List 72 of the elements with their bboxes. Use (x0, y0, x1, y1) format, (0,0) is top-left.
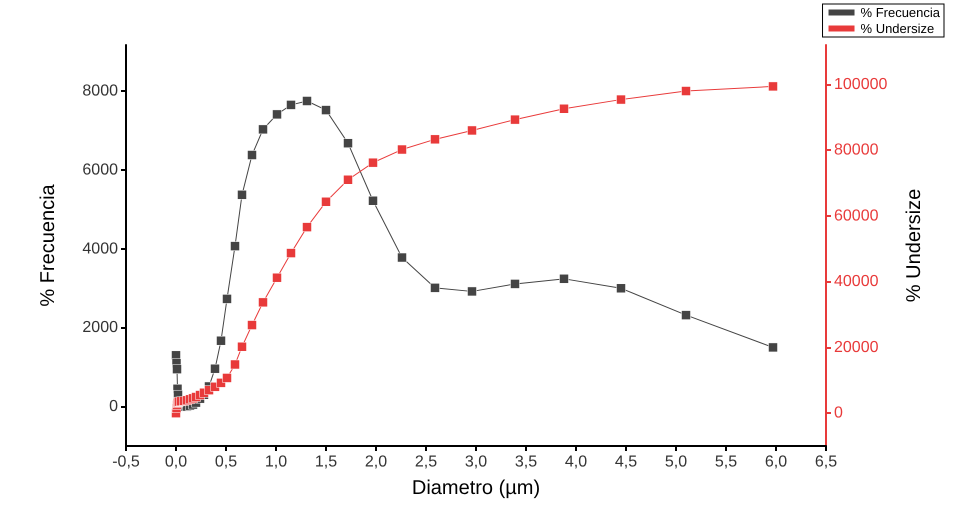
x-tick-label: 3,0 (464, 454, 488, 470)
point (302, 96, 312, 106)
y2-tick-label: 100000 (834, 76, 888, 93)
point (510, 279, 520, 289)
point (397, 144, 407, 154)
x-tick-label: 5,0 (664, 454, 688, 470)
point (237, 190, 247, 200)
point (430, 283, 440, 293)
y-tick-label: 8000 (82, 82, 118, 100)
x-tick-label: 1,0 (264, 454, 288, 470)
legend-label: % Undersize (860, 21, 934, 36)
point (222, 373, 232, 383)
point (230, 241, 240, 251)
point (286, 248, 296, 258)
point (343, 175, 353, 185)
y2-tick-label: 40000 (834, 273, 879, 290)
x-tick-label: 6,5 (814, 454, 838, 470)
point (559, 274, 569, 284)
y-tick-label: 4000 (82, 240, 118, 258)
point (768, 82, 778, 92)
x-tick-label: 6,0 (764, 454, 788, 470)
point (368, 158, 378, 168)
x-tick-label: 2,0 (364, 454, 388, 470)
point (172, 364, 182, 374)
point (258, 298, 268, 308)
point (467, 286, 477, 296)
point (230, 360, 240, 370)
x-tick-label: 0,5 (214, 454, 238, 470)
point (222, 294, 232, 304)
point (616, 284, 626, 294)
y2-axis-title: % Undersize (903, 188, 925, 302)
point (681, 310, 691, 320)
legend-label: % Frecuencia (860, 5, 941, 20)
point (247, 150, 257, 160)
point (247, 320, 257, 330)
point (397, 252, 407, 262)
point (559, 104, 569, 114)
x-tick-label: 5,5 (714, 454, 738, 470)
point (210, 364, 220, 374)
x-axis-title: Diametro (µm) (412, 477, 540, 499)
point (616, 94, 626, 104)
point (343, 138, 353, 148)
point (237, 342, 247, 352)
y-tick-label: 6000 (82, 161, 118, 178)
point (430, 134, 440, 144)
point (321, 105, 331, 115)
y2-tick-label: 80000 (834, 142, 879, 159)
x-tick-label: 1,5 (314, 454, 338, 470)
point (216, 336, 226, 346)
x-tick-label: 0,0 (164, 454, 188, 470)
x-tick-label: 3,5 (514, 454, 538, 470)
y-tick-label: 2000 (82, 319, 118, 336)
x-tick-label: 4,5 (614, 454, 638, 470)
y-axis-title: % Frecuencia (37, 183, 59, 307)
y-tick-label: 0 (109, 398, 118, 416)
y2-tick-label: 0 (834, 404, 843, 422)
x-tick-label: -0,5 (112, 454, 140, 470)
point (272, 110, 282, 120)
x-tick-label: 2,5 (414, 454, 438, 470)
point (321, 197, 331, 207)
point (510, 114, 520, 124)
point (258, 124, 268, 134)
y2-tick-label: 20000 (834, 338, 879, 356)
point (302, 222, 312, 232)
point (272, 272, 282, 282)
point (286, 100, 296, 110)
point (368, 196, 378, 206)
point (768, 342, 778, 352)
point (681, 86, 691, 96)
x-tick-label: 4,0 (564, 454, 588, 470)
point (467, 126, 477, 136)
y2-tick-label: 60000 (834, 207, 879, 224)
